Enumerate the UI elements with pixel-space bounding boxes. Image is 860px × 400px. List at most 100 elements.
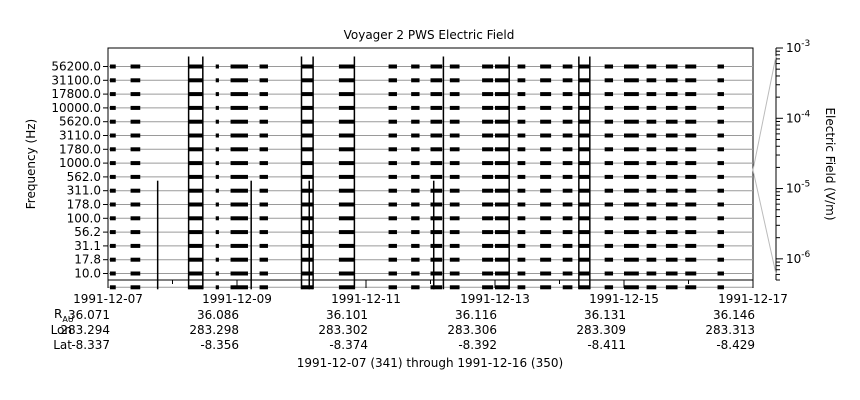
data-block: [540, 230, 552, 235]
data-block: [624, 257, 639, 262]
data-block: [578, 119, 590, 124]
y-tick-label: 17800.0: [51, 87, 101, 101]
data-block: [562, 161, 573, 166]
data-block: [540, 105, 552, 110]
data-block: [215, 105, 219, 110]
data-block: [188, 64, 203, 69]
data-block: [646, 243, 657, 248]
data-block: [188, 188, 203, 193]
y-tick-label: 31100.0: [51, 73, 101, 87]
data-block: [449, 216, 460, 221]
data-block: [215, 216, 219, 221]
data-block: [338, 285, 355, 290]
data-block: [301, 257, 314, 262]
data-block: [685, 161, 697, 166]
rau-label: RAU: [54, 307, 74, 324]
data-block: [578, 147, 590, 152]
data-block: [685, 257, 697, 262]
data-block: [449, 78, 460, 83]
data-block: [411, 147, 420, 152]
data-block: [540, 216, 552, 221]
data-block: [230, 133, 248, 138]
data-block: [578, 230, 590, 235]
data-block: [578, 78, 590, 83]
data-block: [665, 78, 678, 83]
data-block: [301, 188, 314, 193]
data-block: [230, 147, 248, 152]
data-block: [259, 271, 268, 276]
data-block: [109, 257, 116, 262]
data-block: [517, 285, 526, 290]
data-block: [449, 92, 460, 97]
data-block: [388, 188, 397, 193]
y-tick-label: 10.0: [74, 267, 101, 281]
lat-value: -8.356: [200, 338, 239, 352]
data-block: [495, 147, 510, 152]
data-block: [130, 188, 141, 193]
y-tick-label: 562.0: [67, 170, 101, 184]
y-tick-label: 56200.0: [51, 60, 101, 74]
data-block: [338, 257, 355, 262]
data-block: [578, 216, 590, 221]
data-block: [449, 161, 460, 166]
data-block: [578, 105, 590, 110]
data-block: [717, 202, 724, 207]
lon-value: 283.306: [447, 323, 497, 337]
colorbar-guide-top: [752, 55, 777, 171]
data-block: [449, 147, 460, 152]
data-block: [562, 119, 573, 124]
data-block: [130, 271, 141, 276]
data-block: [604, 161, 614, 166]
data-block: [259, 147, 268, 152]
data-block: [495, 230, 510, 235]
data-block: [188, 161, 203, 166]
data-block: [646, 230, 657, 235]
data-block: [517, 147, 526, 152]
data-block: [188, 147, 203, 152]
data-block: [449, 257, 460, 262]
data-block: [624, 271, 639, 276]
data-block: [482, 188, 494, 193]
data-block: [685, 119, 697, 124]
data-block: [646, 202, 657, 207]
data-block: [517, 271, 526, 276]
data-block: [338, 216, 355, 221]
data-block: [338, 147, 355, 152]
data-block: [130, 174, 141, 179]
data-block: [109, 119, 116, 124]
data-block: [411, 257, 420, 262]
colorbar: 10-3 10-4 10-5 10-6 Electric Field (V/m): [752, 39, 837, 281]
data-block: [388, 202, 397, 207]
data-block: [665, 216, 678, 221]
data-block: [495, 92, 510, 97]
data-block: [388, 243, 397, 248]
data-block: [301, 147, 314, 152]
data-block: [301, 243, 314, 248]
data-block: [482, 133, 494, 138]
data-block: [109, 230, 116, 235]
data-block: [495, 133, 510, 138]
data-block: [562, 174, 573, 179]
data-block: [604, 64, 614, 69]
data-block: [482, 257, 494, 262]
data-block: [449, 119, 460, 124]
rau-value: 36.071: [68, 308, 110, 322]
data-block: [338, 188, 355, 193]
data-block: [301, 133, 314, 138]
data-block: [604, 174, 614, 179]
data-block: [646, 285, 657, 290]
data-block: [578, 133, 590, 138]
data-block: [604, 202, 614, 207]
data-block: [624, 133, 639, 138]
data-block: [685, 174, 697, 179]
data-block: [301, 78, 314, 83]
data-block: [517, 188, 526, 193]
lon-value: 283.298: [189, 323, 239, 337]
data-block: [259, 285, 268, 290]
data-block: [388, 92, 397, 97]
data-block: [411, 230, 420, 235]
data-spikes: [156, 56, 591, 290]
data-block: [259, 78, 268, 83]
data-block: [388, 216, 397, 221]
data-block: [388, 78, 397, 83]
